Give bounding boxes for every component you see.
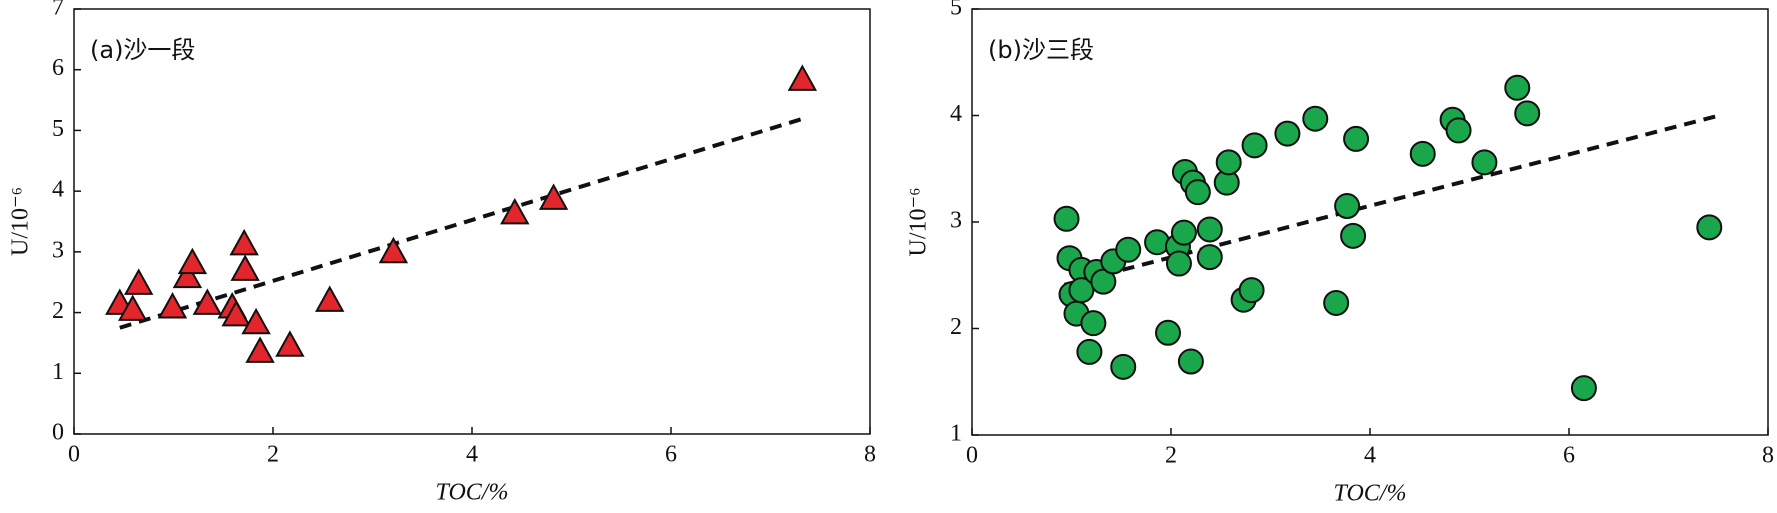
point [118,294,148,321]
point [1514,100,1541,127]
point [1165,250,1192,277]
y-tick-label: 1 [950,421,962,447]
y-tick-label: 1 [52,359,64,385]
point [1144,229,1171,256]
point [1340,222,1367,249]
plot-frame [971,8,1769,436]
y-axis-label: U/10⁻⁶ [8,187,34,256]
point [241,307,271,335]
point [192,288,223,315]
y-tick-label: 4 [950,101,962,127]
point [1053,205,1080,232]
y-tick-label: 5 [950,0,962,21]
point [1302,105,1329,132]
point [1196,216,1223,243]
y-tick-label: 2 [950,314,962,340]
point [172,261,203,289]
x-tick-label: 6 [1563,443,1575,469]
point [1241,132,1268,159]
x-axis-label: TOC/% [436,480,509,506]
point [1504,74,1531,101]
point [245,336,275,363]
point [1215,149,1242,176]
point [1696,214,1723,241]
panel-title: (b)沙三段 [988,36,1094,64]
point [275,330,305,357]
x-tick-label: 6 [665,442,677,468]
x-axis-label: TOC/% [1334,481,1407,507]
y-tick-label: 2 [52,298,64,324]
x-tick-label: 4 [1364,443,1376,469]
point [1110,353,1137,380]
y-tick-label: 3 [52,237,64,263]
point [1196,244,1223,271]
panel-title: (a)沙一段 [90,36,195,64]
y-tick-label: 0 [52,420,64,446]
point [1068,277,1095,304]
point [1238,277,1265,304]
point [787,64,818,91]
point [221,299,251,327]
point [1471,149,1498,176]
point [315,285,345,312]
point [500,197,530,225]
trend-line [1064,114,1716,287]
trend-line [119,116,803,330]
point [1445,117,1472,144]
point [1170,219,1197,246]
y-tick-label: 3 [950,208,962,234]
point [123,268,154,295]
point [378,236,409,264]
y-tick-label: 6 [52,55,64,81]
point [1274,120,1301,147]
x-tick-label: 2 [1165,443,1177,469]
point [538,183,569,210]
point [1115,236,1142,263]
point [230,254,260,281]
y-axis-label: U/10⁻⁶ [906,187,932,256]
point [229,228,259,256]
point [1570,375,1597,402]
point [1409,140,1436,167]
x-tick-label: 4 [466,442,478,468]
y-tick-label: 5 [52,116,64,142]
point [1076,338,1103,365]
x-tick-label: 8 [864,442,876,468]
point [1323,289,1350,316]
y-tick-label: 4 [52,177,64,203]
point [177,247,208,275]
point [1343,125,1370,152]
point [1334,193,1361,220]
x-tick-label: 2 [267,442,279,468]
x-tick-label: 0 [966,443,978,469]
point [1155,319,1182,346]
point [1080,310,1107,337]
point [1184,179,1211,206]
y-tick-label: 7 [52,0,64,21]
x-tick-label: 8 [1762,443,1774,469]
x-tick-label: 0 [68,442,80,468]
point [157,292,188,319]
point [1177,348,1204,375]
